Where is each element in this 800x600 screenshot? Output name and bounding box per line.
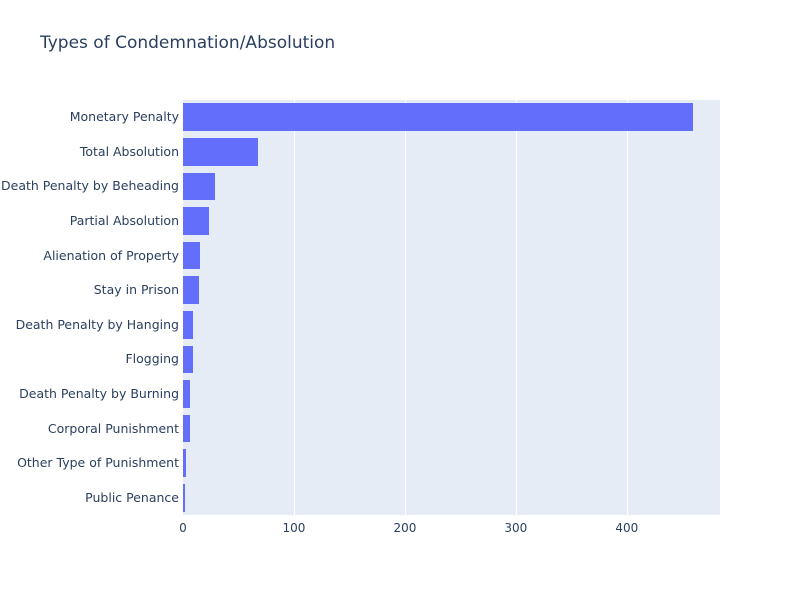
bar: [183, 345, 193, 374]
x-tick-label: 200: [393, 521, 417, 535]
x-axis-tick-labels: 0 100 200 300 400: [0, 521, 800, 541]
bar: [183, 276, 199, 305]
category-label: Corporal Punishment: [47, 420, 179, 436]
gridline-x-400: [626, 100, 628, 515]
category-label: Other Type of Punishment: [17, 455, 179, 471]
bar: [183, 138, 259, 166]
bar: [183, 449, 187, 477]
bar: [183, 103, 694, 132]
bar: [183, 483, 186, 512]
category-label: Flogging: [125, 351, 179, 367]
bar: [183, 241, 200, 270]
bar: [183, 172, 216, 201]
bar: [183, 310, 193, 339]
category-label: Total Absolution: [79, 143, 179, 159]
gridline-x-300: [515, 100, 517, 515]
bar: [183, 414, 190, 443]
bar: [183, 207, 209, 235]
x-tick-label: 400: [615, 521, 639, 535]
category-label: Stay in Prison: [93, 282, 179, 298]
y-axis-labels: Monetary Penalty Total Absolution Death Pe…: [0, 100, 181, 515]
category-label: Monetary Penalty: [69, 109, 179, 125]
x-tick-label: 300: [504, 521, 528, 535]
category-label: Partial Absolution: [69, 213, 179, 229]
gridline-x-200: [404, 100, 406, 515]
category-label: Alienation of Property: [43, 247, 179, 263]
bar: [183, 380, 190, 408]
category-label: Public Penance: [85, 489, 179, 505]
category-label: Death Penalty by Beheading: [1, 178, 179, 194]
category-label: Death Penalty by Burning: [19, 385, 179, 401]
chart-title: Types of Condemnation/Absolution: [40, 33, 336, 53]
plot-area: [183, 100, 720, 515]
x-tick-label: 0: [179, 521, 187, 535]
x-tick-label: 100: [282, 521, 306, 535]
category-label: Death Penalty by Hanging: [15, 316, 179, 332]
gridline-x-100: [293, 100, 295, 515]
